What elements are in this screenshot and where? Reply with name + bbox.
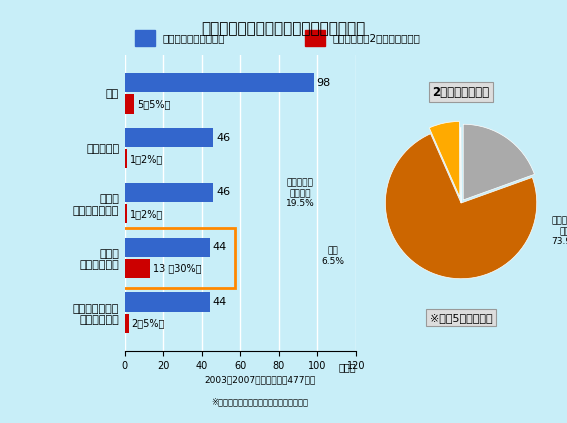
Text: 当該行動中の事故件数: 当該行動中の事故件数: [162, 33, 225, 43]
Wedge shape: [463, 124, 535, 200]
Text: ※上位5件のみ抽出: ※上位5件のみ抽出: [430, 313, 492, 323]
Text: 46: 46: [216, 132, 230, 143]
Bar: [125, 149, 126, 168]
Text: 2（5%）: 2（5%）: [132, 319, 165, 328]
Text: 44: 44: [213, 297, 227, 307]
Wedge shape: [386, 134, 537, 279]
Bar: [125, 183, 213, 202]
Text: （件）: （件）: [338, 362, 356, 372]
Bar: [125, 292, 210, 312]
Bar: [125, 314, 129, 333]
Text: 5（5%）: 5（5%）: [137, 99, 171, 109]
Bar: [305, 30, 325, 46]
Bar: [125, 259, 150, 278]
Text: 1（2%）: 1（2%）: [129, 209, 163, 219]
Bar: [125, 128, 213, 147]
Text: 2003～2007年のデータ（477件）: 2003～2007年のデータ（477件）: [204, 376, 315, 385]
Text: 無事救助・
自力脱出
19.5%: 無事救助・ 自力脱出 19.5%: [286, 179, 315, 209]
Text: 1（2%）: 1（2%）: [129, 154, 163, 164]
Text: 死亡・行方
不明
73.9%: 死亡・行方 不明 73.9%: [551, 217, 567, 246]
Text: 水難救助中の2次災害（内数）: 水難救助中の2次災害（内数）: [332, 33, 420, 43]
Text: 行動区分別の水難事故発生状況について: 行動区分別の水難事故発生状況について: [201, 21, 366, 36]
Text: 重体
6.5%: 重体 6.5%: [321, 246, 344, 266]
Bar: [125, 94, 134, 114]
Bar: [135, 30, 155, 46]
Text: 44: 44: [213, 242, 227, 252]
Text: 46: 46: [216, 187, 230, 198]
Bar: [125, 238, 210, 257]
Bar: [125, 73, 314, 92]
Wedge shape: [429, 121, 460, 197]
Text: 98: 98: [316, 78, 331, 88]
Text: ※報道データを元に河川環境管理財団作成: ※報道データを元に河川環境管理財団作成: [211, 398, 308, 407]
Text: 2次災害者の状況: 2次災害者の状況: [433, 86, 490, 99]
Bar: [125, 204, 126, 223]
Text: 13 （30%）: 13 （30%）: [153, 264, 201, 274]
